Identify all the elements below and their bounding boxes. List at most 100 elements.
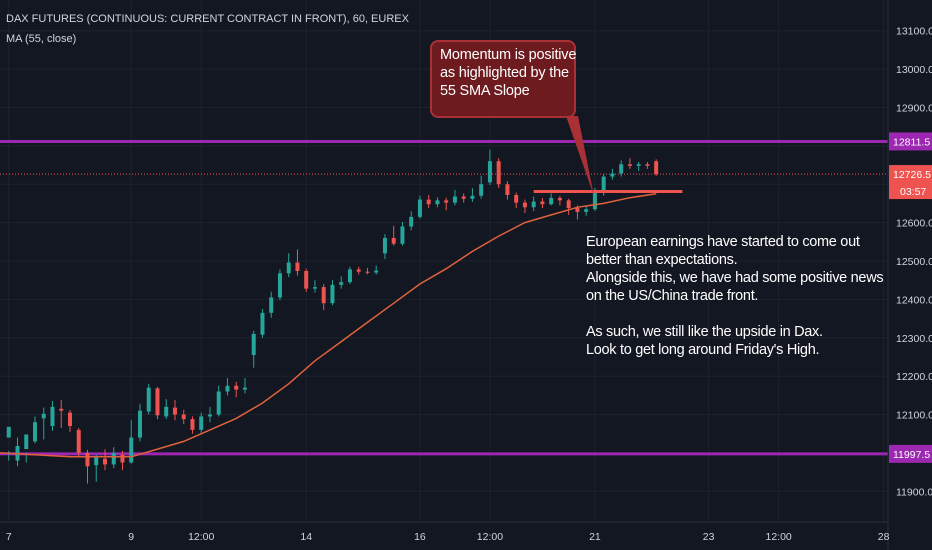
candle-body <box>172 407 177 415</box>
y-tick-label: 12300.0 <box>896 333 932 345</box>
candle-body <box>426 199 431 205</box>
candle-body <box>339 282 344 285</box>
callout-line: Momentum is positive <box>440 47 577 63</box>
candle-body <box>6 426 11 438</box>
candle-body <box>269 297 274 313</box>
y-tick-label: 13100.0 <box>896 26 932 38</box>
candle-body <box>654 161 659 175</box>
time-axis[interactable]: 7 9 12:00 14 16 12:00 21 23 12:00 28 <box>0 521 890 543</box>
x-tick-label: 12:00 <box>477 531 503 543</box>
candle-body <box>645 164 650 166</box>
callout-line: as highlighted by the <box>440 65 569 81</box>
candle-body <box>111 452 116 465</box>
price-levels <box>0 139 888 456</box>
x-tick-label: 12:00 <box>188 531 214 543</box>
candle-body <box>417 199 422 217</box>
candle-body <box>356 269 361 272</box>
candle-body <box>435 200 440 205</box>
candle-body <box>146 387 151 412</box>
candle-body <box>260 312 265 335</box>
candle-body <box>514 194 519 203</box>
candle-body <box>137 410 142 438</box>
candle-body <box>129 437 134 463</box>
candle-body <box>312 287 317 289</box>
candle-body <box>242 387 247 390</box>
candle-body <box>522 202 527 208</box>
candle-body <box>627 164 632 166</box>
candlestick-series <box>6 149 659 484</box>
symbol-title[interactable]: DAX FUTURES (CONTINUOUS: CURRENT CONTRAC… <box>6 13 409 25</box>
candle-body <box>251 333 256 356</box>
candle-body <box>41 413 46 419</box>
candle-body <box>444 200 449 203</box>
y-tick-label: 13000.0 <box>896 64 932 76</box>
x-tick-label: 12:00 <box>765 531 791 543</box>
candle-body <box>391 237 396 244</box>
candle-body <box>330 284 335 304</box>
candle-body <box>164 406 169 417</box>
annotations <box>533 116 683 196</box>
candle-body <box>610 173 615 177</box>
candle-body <box>85 452 90 467</box>
candle-body <box>382 237 387 254</box>
candle-body <box>479 184 484 196</box>
x-tick-label: 14 <box>300 531 312 543</box>
y-tick-label: 12100.0 <box>896 410 932 422</box>
candle-body <box>155 388 160 416</box>
ma-55-line <box>0 193 657 458</box>
candle-body <box>505 184 510 195</box>
y-tick-label: 12400.0 <box>896 294 932 306</box>
candle-body <box>592 191 597 210</box>
candle-body <box>601 176 606 192</box>
candle-body <box>59 408 64 411</box>
candle-body <box>584 209 589 212</box>
y-tick-label: 12900.0 <box>896 102 932 114</box>
price-level-label: 12811.5 <box>893 136 930 148</box>
y-tick-label: 11900.0 <box>896 486 932 498</box>
note-line: European earnings have started to come o… <box>586 234 860 250</box>
candle-body <box>216 391 221 415</box>
note-line: As such, we still like the upside in Dax… <box>586 324 823 340</box>
callout-pointer <box>566 116 594 196</box>
candle-body <box>321 287 326 304</box>
x-tick-label: 23 <box>703 531 715 543</box>
candle-body <box>452 196 457 203</box>
candle-body <box>234 385 239 390</box>
candle-body <box>409 216 414 227</box>
candle-body <box>225 385 230 392</box>
candle-body <box>540 201 545 205</box>
candle-body <box>277 273 282 298</box>
current-price-label: 12726.5 <box>893 169 931 181</box>
candle-body <box>181 414 186 420</box>
analysis-note: European earnings have started to come o… <box>586 233 886 359</box>
indicator-label[interactable]: MA (55, close) <box>6 33 77 45</box>
candle-body <box>461 196 466 199</box>
candle-body <box>286 262 291 274</box>
price-level-label: 11997.5 <box>893 449 930 461</box>
candle-body <box>199 416 204 430</box>
countdown-label: 03:57 <box>900 186 926 198</box>
candle-body <box>619 164 624 174</box>
candle-body <box>487 161 492 183</box>
candle-body <box>190 419 195 430</box>
candle-body <box>295 262 300 271</box>
note-line: Alongside this, we have had some positiv… <box>586 270 884 286</box>
note-line <box>586 305 886 323</box>
y-tick-label: 12600.0 <box>896 218 932 230</box>
price-level-tag <box>889 132 932 151</box>
x-tick-label: 9 <box>128 531 134 543</box>
current-price-tag <box>889 165 932 200</box>
candle-body <box>636 164 641 166</box>
candle-body <box>557 198 562 201</box>
candle-body <box>374 270 379 273</box>
ma-line <box>0 193 657 458</box>
price-axis[interactable]: 11900.012000.012100.012200.012300.012400… <box>887 0 932 550</box>
y-tick-label: 12500.0 <box>896 256 932 268</box>
callout-line: 55 SMA Slope <box>440 83 530 99</box>
candle-body <box>304 270 309 289</box>
callout-box: Momentum is positive as highlighted by t… <box>430 40 576 118</box>
candle-body <box>575 208 580 212</box>
x-tick-label: 21 <box>589 531 601 543</box>
note-line: on the US/China trade front. <box>586 288 759 304</box>
